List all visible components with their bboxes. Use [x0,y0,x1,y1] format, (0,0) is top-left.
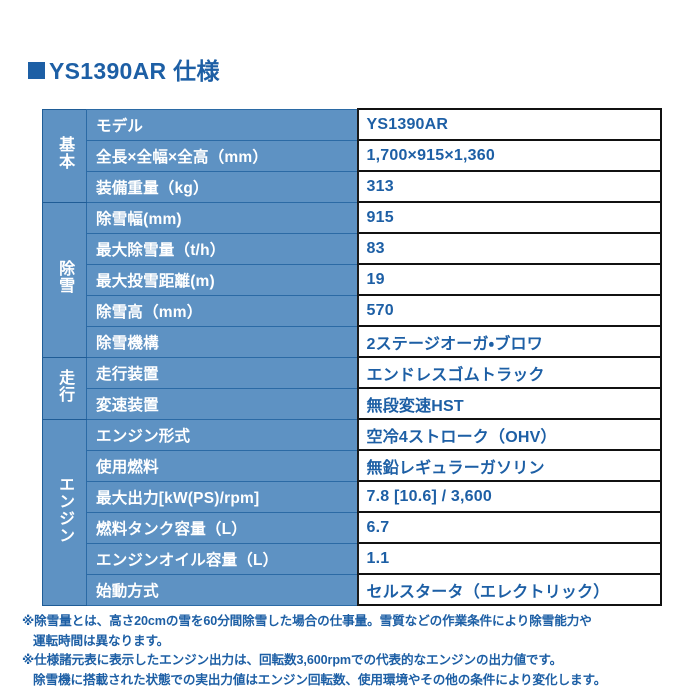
spec-label-cell: 除雪幅(mm) [86,201,359,234]
spec-label-cell: 走行装置 [86,356,359,389]
footnote-line: 除雪機に搭載された状態での実出力値はエンジン回転数、使用環境やその他の条件により… [33,672,607,687]
group-label-text: 除雪 [56,260,74,294]
square-bullet-icon [28,61,45,79]
table-row: 除雪 除雪幅(mm) 915 [42,201,662,358]
spec-label-cell: 最大出力[kW(PS)/rpm] [86,480,359,513]
page-title: YS1390AR 仕様 [28,52,220,86]
spec-value-cell: セルスタータ（エレクトリック） [357,573,662,606]
table-row: エンジンオイル容量（L） 1.1 [43,542,662,575]
table-row: 最大投雪距離(m) 19 [43,263,662,296]
group-label-cell: 除雪 [42,201,87,358]
spec-label-cell: 使用燃料 [86,449,359,482]
table-row: 基本 モデル YS1390AR [42,108,662,203]
table-row: 使用燃料 無鉛レギュラーガソリン [43,449,662,482]
spec-label-cell: エンジン形式 [86,418,359,451]
table-row: 除雪機構 2ステージオーガ・ブロワ [43,325,662,358]
spec-label-cell: エンジンオイル容量（L） [86,542,359,575]
spec-label-cell: 始動方式 [86,573,359,606]
spec-label-cell: 除雪高（mm） [86,294,359,327]
group-label-cell: 走行 [42,356,87,420]
spec-label-cell: 全長×全幅×全高（mm） [86,139,359,172]
spec-value-cell: 570 [357,294,662,327]
table-row: 全長×全幅×全高（mm） 1,700×915×1,360 [43,139,662,172]
spec-value-cell: 2ステージオーガ・ブロワ [357,325,662,358]
footnote: ※仕様諸元表に表示したエンジン出力は、回転数3,600rpmでの代表的なエンジン… [22,651,684,690]
spec-value-cell: 6.7 [357,511,662,544]
group-label-text: エンジン [56,475,74,544]
spec-label-cell: 除雪機構 [86,325,359,358]
spec-value-cell: 1.1 [357,542,662,575]
footnote-line: ※除雪量とは、高さ20cmの雪を60分間除雪した場合の仕事量。雪質などの作業条件… [22,614,592,628]
spec-label-cell: モデル [86,108,359,141]
spec-value-cell: 313 [357,170,662,203]
table-row: 燃料タンク容量（L） 6.7 [43,511,662,544]
spec-label-cell: 燃料タンク容量（L） [86,511,359,544]
spec-label-cell: 最大除雪量（t/h） [86,232,359,265]
page-title-text: YS1390AR 仕様 [49,58,220,84]
table-row: 変速装置 無段変速HST [43,387,662,420]
table-row: 装備重量（kg） 313 [43,170,662,203]
table-row: 最大出力[kW(PS)/rpm] 7.8 [10.6] / 3,600 [43,480,662,513]
footnote: ※除雪量とは、高さ20cmの雪を60分間除雪した場合の仕事量。雪質などの作業条件… [22,612,684,651]
group-label-cell: エンジン [42,418,87,606]
footnote-line: 運転時間は異なります。 [33,633,170,648]
spec-value-cell: 無段変速HST [357,387,662,420]
spec-value-cell: 19 [357,263,662,296]
spec-value-cell: 1,700×915×1,360 [357,139,662,172]
spec-value-cell: 83 [357,232,662,265]
table-row: 始動方式 セルスタータ（エレクトリック） [43,573,662,606]
spec-value-cell: 7.8 [10.6] / 3,600 [357,480,662,513]
spec-label-cell: 装備重量（kg） [86,170,359,203]
table-row: エンジン エンジン形式 空冷4ストローク（OHV） [42,418,662,606]
footnotes: ※除雪量とは、高さ20cmの雪を60分間除雪した場合の仕事量。雪質などの作業条件… [22,612,684,690]
specification-table: 基本 モデル YS1390AR 全長×全幅×全高（mm） 1,700×915×1,360… [42,108,662,606]
spec-value-cell: 空冷4ストローク（OHV） [357,418,662,451]
footnote-line: ※仕様諸元表に表示したエンジン出力は、回転数3,600rpmでの代表的なエンジン… [22,653,563,668]
spec-table-body: 基本 モデル YS1390AR 全長×全幅×全高（mm） 1,700×915×1,360… [42,108,662,606]
table-row: 走行 走行装置 エンドレスゴムトラック [42,356,662,420]
group-label-text: 基本 [56,136,74,170]
spec-value-cell: 無鉛レギュラーガソリン [357,449,662,482]
table-row: 最大除雪量（t/h） 83 [43,232,662,265]
table-row: 除雪高（mm） 570 [43,294,662,327]
spec-label-cell: 変速装置 [86,387,359,420]
spec-label-cell: 最大投雪距離(m) [86,263,359,296]
spec-value-cell: エンドレスゴムトラック [357,356,662,389]
group-label-cell: 基本 [42,108,87,203]
spec-value-cell: 915 [357,201,662,234]
group-label-text: 走行 [56,368,74,403]
spec-value-cell: YS1390AR [357,108,662,141]
